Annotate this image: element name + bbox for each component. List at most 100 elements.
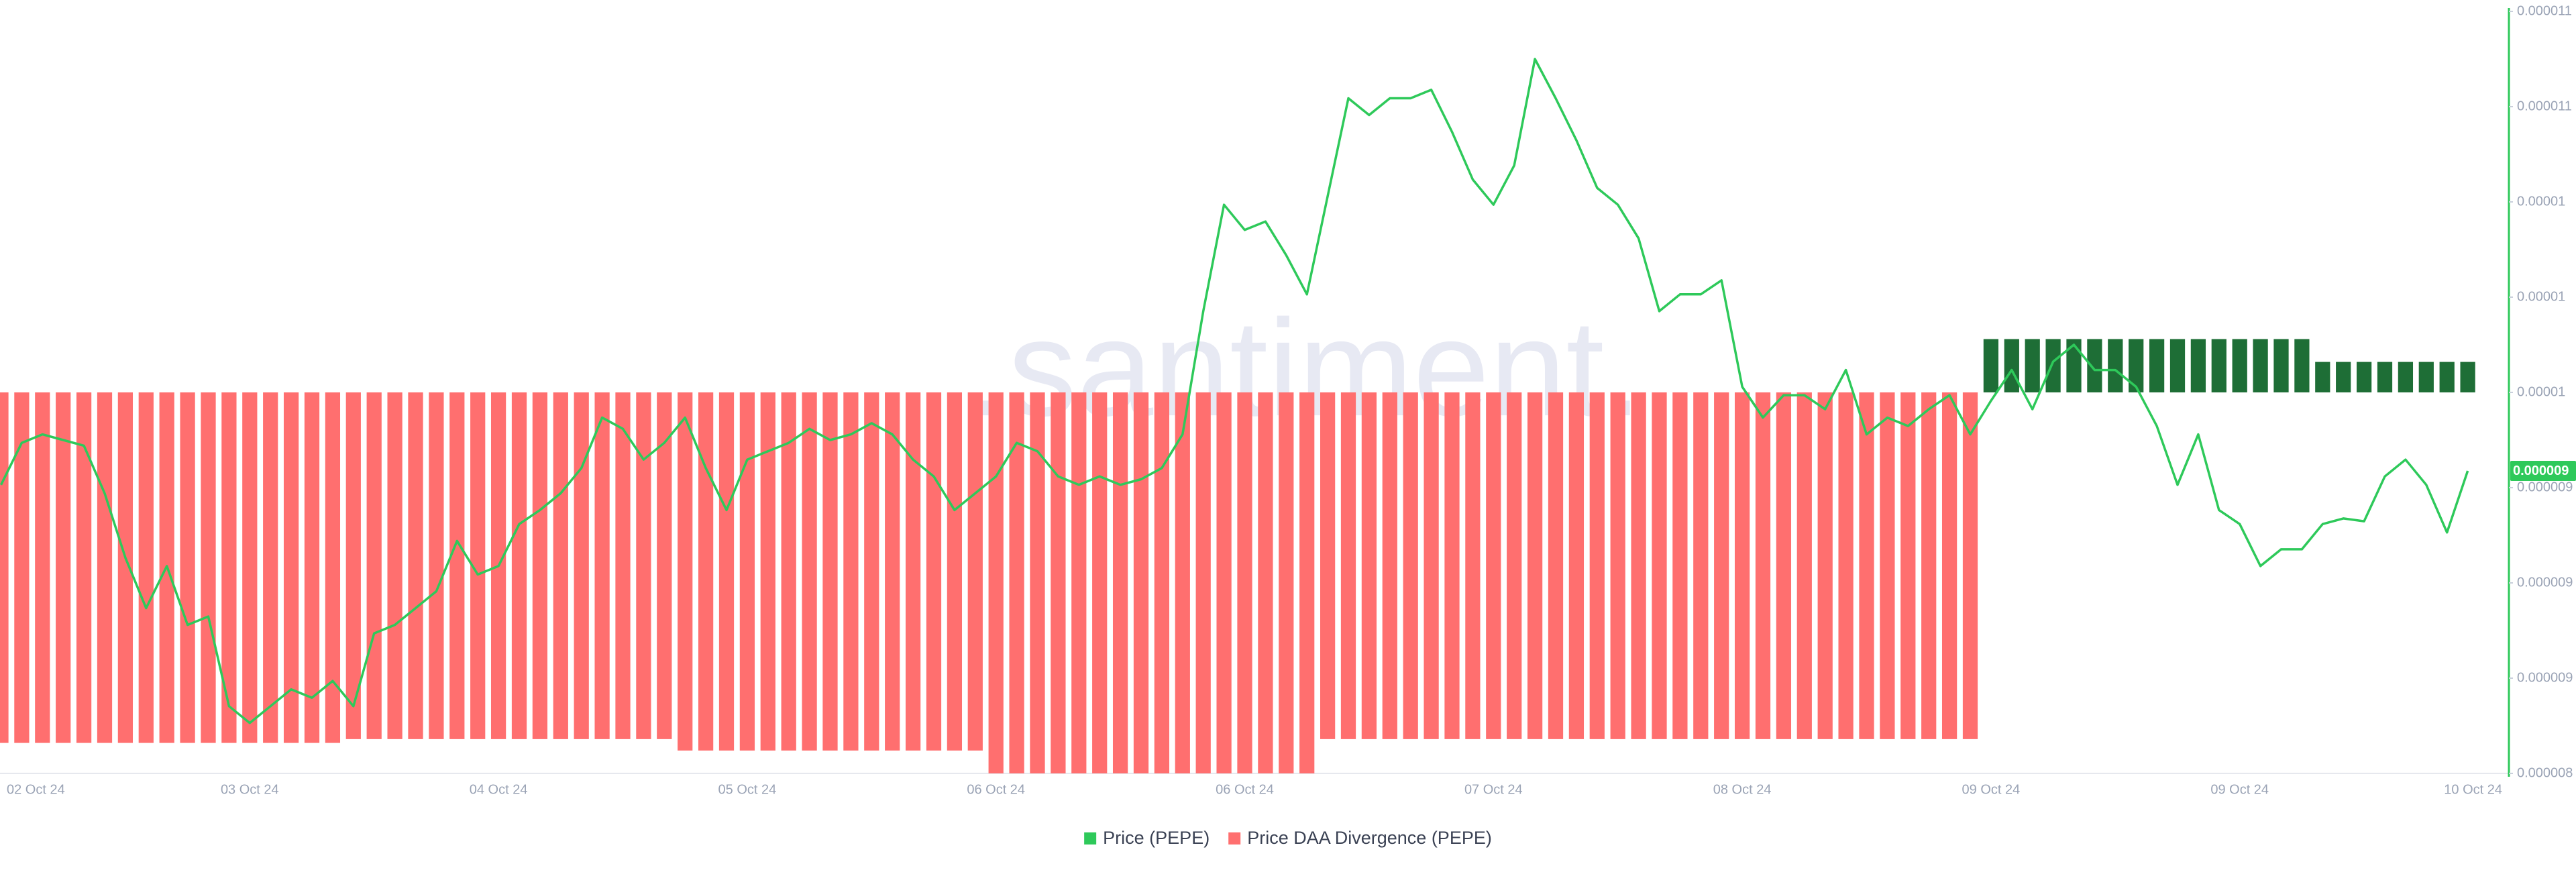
bar (781, 392, 796, 751)
bar (1195, 392, 1211, 773)
bar (1486, 392, 1501, 739)
bar (1568, 392, 1585, 739)
bar (1693, 392, 1709, 739)
bar (97, 392, 113, 743)
bar (470, 392, 486, 739)
bar (1983, 339, 1999, 392)
bar (885, 392, 900, 751)
bar (0, 392, 9, 743)
bar (2211, 339, 2226, 392)
x-tick-label: 08 Oct 24 (1713, 782, 1772, 797)
bar (2273, 339, 2289, 392)
bar (1734, 392, 1750, 739)
x-tick-label: 05 Oct 24 (718, 782, 777, 797)
bar (864, 392, 879, 751)
bar (2398, 362, 2414, 392)
bar (1030, 392, 1045, 773)
bar (1154, 392, 1170, 773)
bar (2377, 362, 2393, 392)
bar (14, 392, 30, 743)
bar (678, 392, 693, 751)
x-tick-label: 04 Oct 24 (470, 782, 528, 797)
bar (1009, 392, 1024, 773)
bar (657, 392, 672, 739)
bar (511, 392, 527, 739)
bar (2066, 339, 2082, 392)
bar (532, 392, 548, 739)
x-tick-label: 02 Oct 24 (7, 782, 65, 797)
bar (1382, 392, 1397, 739)
bar (304, 392, 320, 743)
bar (1051, 392, 1066, 773)
bar (1237, 392, 1252, 773)
bar (1941, 392, 1957, 739)
bar (242, 392, 258, 743)
bar (1361, 392, 1377, 739)
bar (1424, 392, 1439, 739)
bar (1589, 392, 1605, 739)
bar (2232, 339, 2247, 392)
x-tick-label: 09 Oct 24 (2210, 782, 2269, 797)
y-tick-label: 0.000009 (2517, 575, 2573, 590)
bar (2129, 339, 2144, 392)
bar (1444, 392, 1460, 739)
bar (1258, 392, 1273, 773)
bar (947, 392, 963, 751)
bar (449, 392, 465, 739)
bar (1320, 392, 1336, 739)
bar (2294, 339, 2310, 392)
y-tick-label: 0.000011 (2517, 3, 2572, 18)
legend-swatch (1084, 832, 1097, 844)
x-tick-label: 03 Oct 24 (221, 782, 279, 797)
y-tick-label: 0.000008 (2517, 765, 2573, 780)
bar (263, 392, 278, 743)
x-tick-label: 07 Oct 24 (1464, 782, 1523, 797)
legend: Price (PEPE) Price DAA Divergence (PEPE) (1084, 828, 1492, 848)
bar (1071, 392, 1087, 773)
bar (2045, 339, 2061, 392)
bar (2253, 339, 2268, 392)
legend-swatch (1228, 832, 1241, 844)
bar (366, 392, 382, 739)
bar (574, 392, 589, 739)
bar (408, 392, 423, 739)
bar (698, 392, 714, 751)
bar (35, 392, 50, 743)
bar (1133, 392, 1149, 773)
price-line (0, 58, 2469, 724)
bar (201, 392, 216, 743)
bar (1652, 392, 1667, 739)
x-tick-label: 09 Oct 24 (1962, 782, 2021, 797)
y-tick-label: 0.00001 (2517, 194, 2565, 209)
bar (1921, 392, 1937, 739)
bar (1279, 392, 1294, 773)
bar-series (0, 339, 2475, 773)
bar (1796, 392, 1812, 739)
x-tick-label: 06 Oct 24 (967, 782, 1025, 797)
bar (594, 392, 610, 739)
bar (180, 392, 195, 743)
bar (822, 392, 838, 751)
bar (926, 392, 942, 751)
bar (1631, 392, 1646, 739)
bar (2439, 362, 2455, 392)
bar (1548, 392, 1564, 739)
bar (2356, 362, 2372, 392)
bar (1299, 392, 1315, 773)
bar (636, 392, 651, 739)
bar (1859, 392, 1874, 739)
bar (283, 392, 299, 743)
bar (1610, 392, 1625, 739)
bar (221, 392, 237, 743)
bar (2004, 339, 2019, 392)
bar (429, 392, 444, 739)
bar (553, 392, 568, 739)
bar (2087, 339, 2102, 392)
bar (843, 392, 859, 751)
last-value-badge (2510, 460, 2576, 481)
bar (1880, 392, 1895, 739)
bar (1507, 392, 1522, 739)
legend-label: Price (PEPE) (1103, 828, 1210, 848)
y-tick-label: 0.000011 (2517, 99, 2572, 113)
